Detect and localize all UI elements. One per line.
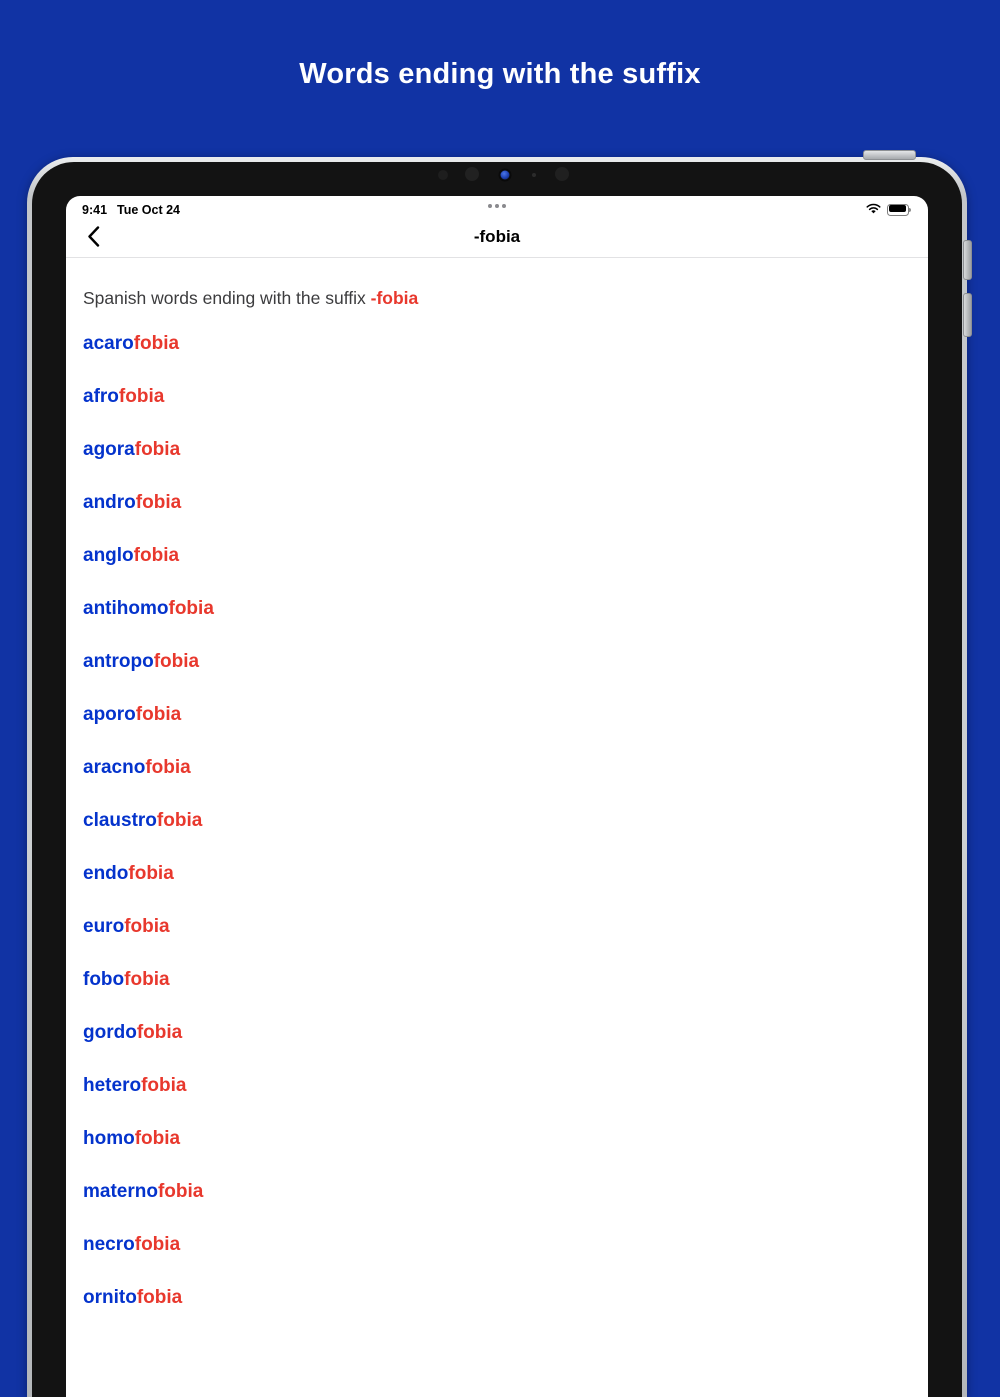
more-dots-icon <box>66 204 928 208</box>
word-suffix: fobia <box>134 439 181 460</box>
word-list: acarofobia afrofobia agorafobia androfob… <box>83 332 911 1310</box>
word-prefix: fobo <box>83 969 125 990</box>
word-item[interactable]: necrofobia <box>83 1233 180 1257</box>
word-suffix: fobia <box>157 1181 204 1202</box>
word-item[interactable]: antihomofobia <box>83 597 214 621</box>
word-prefix: hetero <box>83 1075 142 1096</box>
word-prefix: antihomo <box>83 598 169 619</box>
word-item[interactable]: homofobia <box>83 1127 180 1151</box>
word-suffix: fobia <box>168 598 214 619</box>
word-item[interactable]: heterofobia <box>83 1074 186 1098</box>
word-item[interactable]: claustrofobia <box>83 809 202 833</box>
description-suffix: -fobia <box>370 288 419 308</box>
word-suffix: fobia <box>136 1287 183 1308</box>
word-suffix: fobia <box>124 969 170 990</box>
word-prefix: ornito <box>83 1287 137 1308</box>
sensor-dot <box>532 173 536 177</box>
power-button <box>863 150 916 160</box>
page-title: Words ending with the suffix <box>299 58 701 90</box>
word-prefix: materno <box>83 1181 158 1202</box>
word-item[interactable]: endofobia <box>83 862 174 886</box>
tablet-device-frame: 9:41 Tue Oct 24 <box>27 150 972 1397</box>
word-prefix: andro <box>83 492 136 513</box>
status-date: Tue Oct 24 <box>117 202 181 217</box>
description-text: Spanish words ending with the suffix <box>83 288 366 308</box>
word-prefix: antropo <box>83 651 154 672</box>
word-item[interactable]: aracnofobia <box>83 756 191 780</box>
word-suffix: fobia <box>134 1234 181 1255</box>
navigation-bar: -fobia <box>66 217 928 258</box>
word-item[interactable]: aporofobia <box>83 703 181 727</box>
word-suffix: fobia <box>118 386 165 407</box>
word-prefix: acaro <box>83 333 134 354</box>
word-prefix: gordo <box>83 1022 137 1043</box>
front-camera-icon <box>500 170 510 180</box>
word-suffix: fobia <box>133 333 180 354</box>
word-list-page: Spanish words ending with the suffix -fo… <box>66 258 928 1310</box>
word-prefix: endo <box>83 863 129 884</box>
word-item[interactable]: gordofobia <box>83 1021 182 1045</box>
word-item[interactable]: maternofobia <box>83 1180 203 1204</box>
page-description: Spanish words ending with the suffix -fo… <box>83 286 911 310</box>
word-item[interactable]: fobofobia <box>83 968 170 992</box>
word-item[interactable]: agorafobia <box>83 438 180 462</box>
sensor-dot <box>465 167 479 181</box>
word-suffix: fobia <box>133 545 180 566</box>
word-prefix: anglo <box>83 545 134 566</box>
chevron-left-icon <box>87 226 100 250</box>
word-item[interactable]: acarofobia <box>83 332 179 356</box>
word-item[interactable]: ornitofobia <box>83 1286 182 1310</box>
word-prefix: aporo <box>83 704 136 725</box>
word-prefix: necro <box>83 1234 135 1255</box>
word-prefix: afro <box>83 386 119 407</box>
device-bezel: 9:41 Tue Oct 24 <box>32 162 962 1397</box>
nav-title: -fobia <box>473 227 521 246</box>
word-suffix: fobia <box>135 492 182 513</box>
word-suffix: fobia <box>153 651 200 672</box>
word-item[interactable]: afrofobia <box>83 385 164 409</box>
word-prefix: agora <box>83 439 135 460</box>
sensor-dot <box>438 170 448 180</box>
device-screen: 9:41 Tue Oct 24 <box>66 196 928 1397</box>
word-suffix: fobia <box>128 863 174 884</box>
word-item[interactable]: eurofobia <box>83 915 170 939</box>
battery-icon <box>887 203 912 216</box>
word-prefix: claustro <box>83 810 157 831</box>
sensor-dot <box>555 167 569 181</box>
word-item[interactable]: anglofobia <box>83 544 179 568</box>
word-item[interactable]: androfobia <box>83 491 181 515</box>
word-prefix: euro <box>83 916 125 937</box>
volume-up-button <box>963 240 972 280</box>
status-bar: 9:41 Tue Oct 24 <box>66 196 928 217</box>
word-suffix: fobia <box>124 916 170 937</box>
word-suffix: fobia <box>141 1075 187 1096</box>
word-suffix: fobia <box>145 757 191 778</box>
word-suffix: fobia <box>135 704 182 725</box>
word-suffix: fobia <box>156 810 203 831</box>
wifi-icon <box>865 202 882 218</box>
word-prefix: homo <box>83 1128 135 1149</box>
word-prefix: aracno <box>83 757 146 778</box>
app-store-screenshot: { "banner": { "heading": "Words ending w… <box>27 58 972 1397</box>
volume-down-button <box>963 293 972 337</box>
word-suffix: fobia <box>134 1128 181 1149</box>
word-item[interactable]: antropofobia <box>83 650 199 674</box>
status-time: 9:41 <box>82 202 108 217</box>
word-suffix: fobia <box>136 1022 183 1043</box>
back-button[interactable] <box>76 221 110 255</box>
